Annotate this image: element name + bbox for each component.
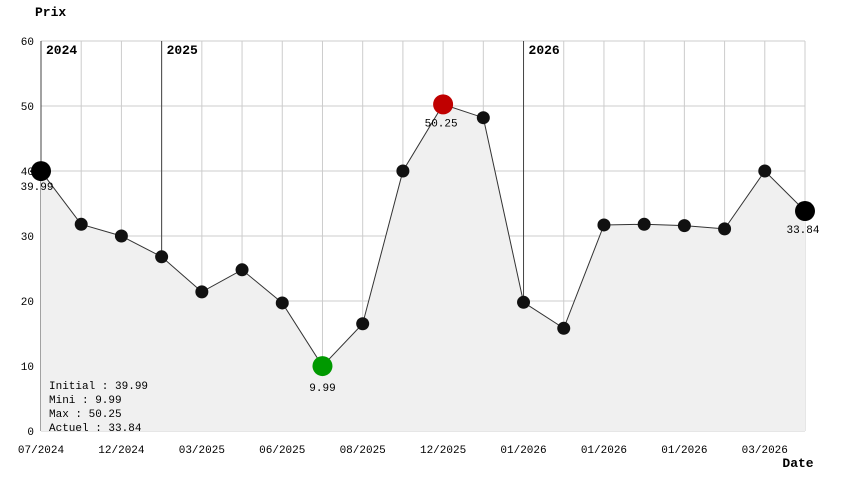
x-tick-label: 08/2025	[340, 445, 386, 457]
data-point	[235, 263, 249, 277]
y-tick-label: 20	[21, 297, 34, 309]
y-tick-label: 50	[21, 102, 34, 114]
legend-entry: Initial : 39.99	[49, 381, 148, 393]
y-tick-label: 30	[21, 232, 34, 244]
data-point	[677, 219, 691, 233]
data-point	[356, 317, 370, 331]
x-tick-label: 07/2024	[18, 445, 65, 457]
point-value-label-max: 50.25	[425, 118, 458, 130]
data-point	[114, 229, 128, 243]
data-point	[476, 111, 490, 125]
point-value-label-current: 33.84	[786, 225, 819, 237]
x-tick-label: 03/2026	[742, 445, 788, 457]
data-point	[718, 222, 732, 236]
data-point	[396, 164, 410, 178]
data-point	[517, 295, 531, 309]
x-tick-label: 01/2026	[500, 445, 546, 457]
data-point	[74, 217, 88, 231]
series-area-fill	[41, 104, 805, 431]
point-value-label-min: 9.99	[309, 383, 335, 395]
chart-plot-area: 0 10 20 30 40 50 60 2024 2025 2026 39.99 9.99 50.25 3…	[18, 37, 820, 457]
y-axis-title: Prix	[35, 5, 66, 20]
point-value-label-initial: 39.99	[20, 182, 53, 194]
y-tick-label: 10	[21, 362, 34, 374]
data-point	[557, 321, 571, 335]
data-point	[637, 217, 651, 231]
data-point-min	[312, 356, 333, 377]
data-point	[155, 250, 169, 264]
y-tick-label: 0	[27, 427, 34, 439]
data-point	[758, 164, 772, 178]
data-point-initial	[31, 161, 51, 182]
data-point	[597, 218, 611, 232]
x-tick-label: 03/2025	[179, 445, 225, 457]
x-axis-title: Date	[782, 456, 813, 471]
x-tick-label: 12/2024	[98, 445, 145, 457]
year-label: 2024	[46, 43, 77, 58]
price-series-line	[40, 103, 806, 367]
y-tick-label: 60	[21, 37, 34, 49]
x-tick-label: 06/2025	[259, 445, 305, 457]
y-tick-label: 40	[21, 167, 34, 179]
data-point-current	[795, 201, 815, 222]
legend-entry: Mini : 9.99	[49, 395, 122, 407]
data-point	[195, 285, 209, 299]
year-label: 2026	[529, 43, 560, 58]
legend-entry: Max : 50.25	[49, 409, 122, 421]
x-tick-label: 01/2026	[661, 445, 707, 457]
year-label: 2025	[167, 43, 198, 58]
x-tick-label: 01/2026	[581, 445, 627, 457]
legend-entry: Actuel : 33.84	[49, 423, 142, 435]
data-point	[275, 296, 289, 310]
x-tick-label: 12/2025	[420, 445, 466, 457]
data-point-max	[433, 94, 454, 115]
